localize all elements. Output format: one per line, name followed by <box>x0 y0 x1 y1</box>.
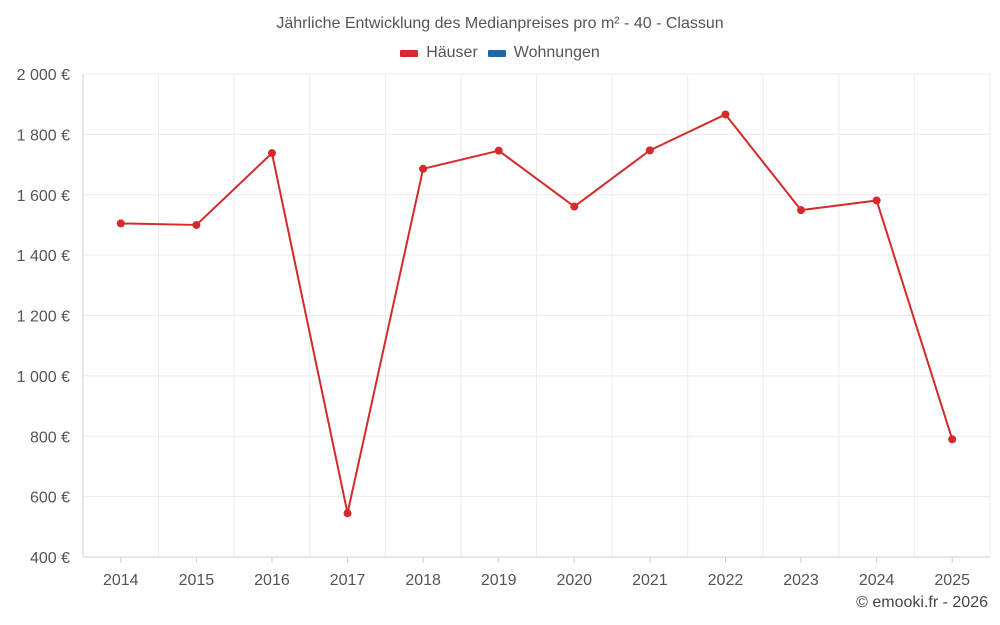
credit-text: © emooki.fr - 2026 <box>856 594 988 611</box>
data-point <box>645 146 654 155</box>
chart-legend: Häuser Wohnungen <box>0 44 1000 62</box>
x-tick-label: 2020 <box>556 572 592 589</box>
y-tick-label: 1 200 € <box>17 309 70 326</box>
legend-swatch-haeuser <box>400 49 419 57</box>
data-point <box>267 149 276 158</box>
y-tick-label: 1 400 € <box>17 248 70 265</box>
x-tick-label: 2021 <box>632 572 668 589</box>
data-point <box>419 164 428 173</box>
data-point <box>721 110 730 119</box>
x-tick-label: 2017 <box>330 572 366 589</box>
y-tick-label: 1 800 € <box>17 127 70 144</box>
legend-item-haeuser[interactable]: Häuser <box>400 44 478 62</box>
y-tick-label: 1 600 € <box>17 188 70 205</box>
legend-label-haeuser: Häuser <box>426 44 478 61</box>
y-tick-label: 600 € <box>30 490 70 507</box>
chart-title: Jährliche Entwicklung des Medianpreises … <box>276 15 724 32</box>
data-point <box>343 509 352 518</box>
y-tick-label: 2 000 € <box>17 67 70 84</box>
data-point <box>570 202 579 211</box>
x-tick-label: 2022 <box>708 572 744 589</box>
series-line-0 <box>120 113 954 515</box>
data-point <box>192 220 201 229</box>
data-point <box>797 206 806 215</box>
x-tick-label: 2019 <box>481 572 517 589</box>
x-tick-label: 2014 <box>103 572 139 589</box>
data-point <box>494 146 503 155</box>
x-tick-label: 2018 <box>405 572 441 589</box>
legend-item-wohnungen[interactable]: Wohnungen <box>487 44 600 62</box>
x-tick-label: 2024 <box>859 572 895 589</box>
x-tick-label: 2025 <box>934 572 970 589</box>
x-tick-label: 2015 <box>179 572 215 589</box>
legend-label-wohnungen: Wohnungen <box>513 44 600 61</box>
data-point <box>872 196 881 205</box>
x-tick-label: 2016 <box>254 572 290 589</box>
data-point <box>116 219 125 228</box>
x-tick-label: 2023 <box>783 572 819 589</box>
data-point <box>948 435 957 444</box>
y-tick-label: 1 000 € <box>17 369 70 386</box>
legend-swatch-wohnungen <box>487 49 506 57</box>
y-tick-label: 800 € <box>30 429 70 446</box>
y-tick-label: 400 € <box>30 550 70 567</box>
